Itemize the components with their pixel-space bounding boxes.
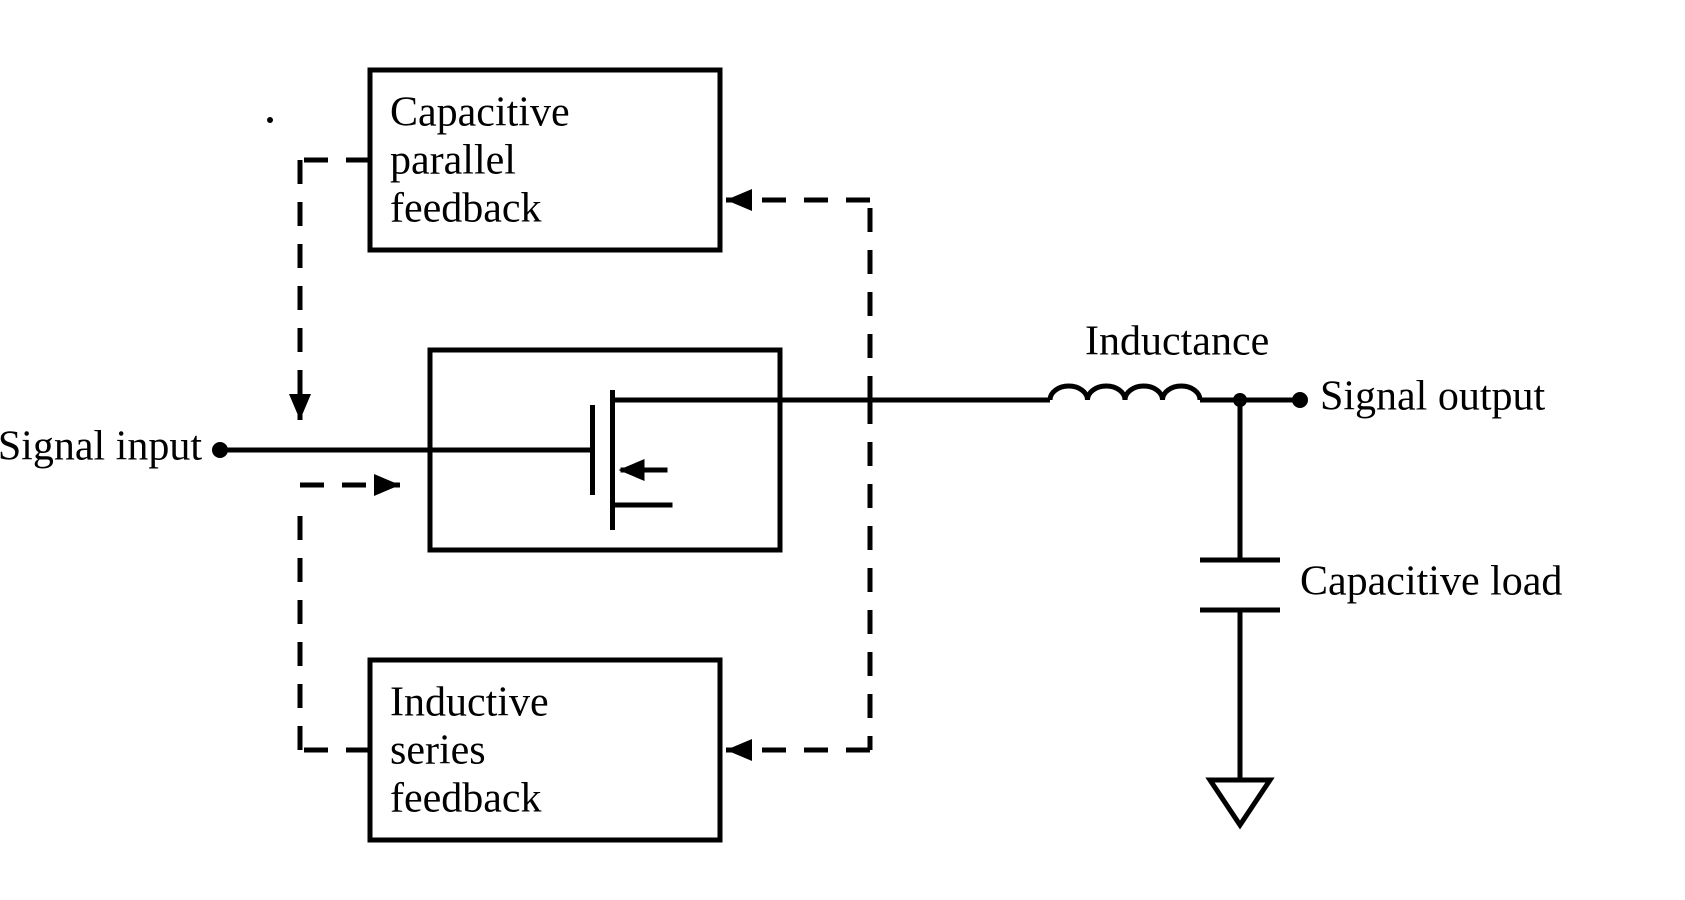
signal-output-label: Signal output [1320, 374, 1546, 420]
circuit-diagram: CapacitiveparallelfeedbackInductiveserie… [0, 0, 1685, 900]
svg-text:feedback: feedback [390, 776, 542, 822]
signal-input-label: Signal input [0, 424, 202, 470]
svg-text:series: series [390, 728, 486, 774]
svg-text:feedback: feedback [390, 186, 542, 232]
inductance-label: Inductance [1085, 319, 1269, 365]
inductor-symbol [1050, 386, 1200, 400]
capacitive-load-label: Capacitive load [1300, 559, 1562, 605]
svg-text:Capacitive: Capacitive [390, 90, 570, 136]
ground-symbol [1210, 780, 1270, 825]
svg-text:Inductive: Inductive [390, 680, 549, 726]
signal-output-terminal [1292, 392, 1308, 408]
svg-text:parallel: parallel [390, 138, 516, 184]
